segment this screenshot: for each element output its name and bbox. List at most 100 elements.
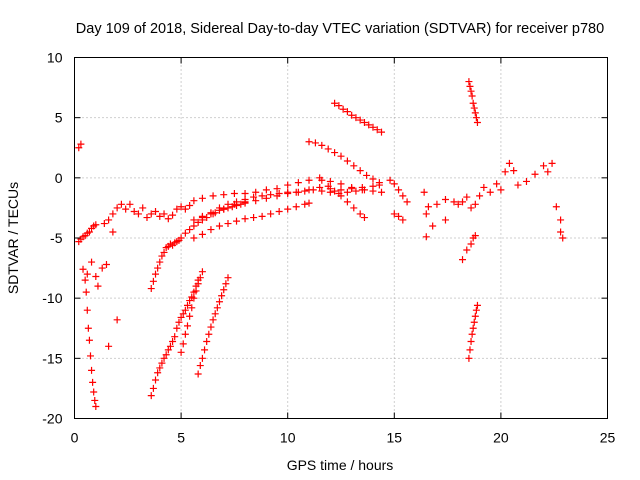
data-point — [109, 210, 117, 218]
data-point — [305, 138, 313, 146]
data-point — [194, 218, 202, 226]
data-point — [147, 392, 155, 400]
data-point — [252, 197, 260, 205]
data-point — [378, 128, 386, 136]
data-point — [497, 186, 505, 194]
data-point — [91, 396, 99, 404]
data-point — [173, 205, 181, 213]
data-point — [360, 118, 368, 126]
data-point — [190, 234, 198, 242]
data-point — [190, 216, 198, 224]
data-point — [209, 192, 217, 200]
data-point — [160, 354, 168, 362]
data-point — [463, 193, 471, 201]
data-point — [429, 222, 437, 230]
data-point — [467, 337, 475, 345]
series-14 — [318, 176, 368, 222]
data-point — [205, 330, 213, 338]
data-point — [186, 297, 194, 305]
chart-title: Day 109 of 2018, Sidereal Day-to-day VTE… — [76, 21, 604, 37]
data-point — [105, 216, 113, 224]
series-10 — [190, 174, 386, 205]
data-point — [92, 221, 100, 229]
data-point — [510, 167, 518, 175]
data-point — [237, 200, 245, 208]
data-point — [471, 232, 479, 240]
data-point — [352, 187, 360, 195]
data-point — [316, 183, 324, 191]
data-point — [250, 214, 258, 222]
data-point — [181, 205, 189, 213]
x-tick-label: 5 — [177, 430, 185, 446]
data-point — [79, 265, 87, 273]
data-point — [422, 210, 430, 218]
tick-marks — [74, 57, 608, 419]
data-point — [473, 118, 481, 126]
data-point — [454, 200, 462, 208]
data-point — [467, 87, 475, 95]
data-point — [386, 176, 394, 184]
data-point — [343, 198, 351, 206]
data-point — [198, 194, 206, 202]
data-point — [369, 175, 377, 183]
data-point — [337, 152, 345, 160]
data-point — [493, 180, 501, 188]
data-point — [275, 208, 283, 216]
y-tick-label: 10 — [47, 50, 63, 66]
data-point — [113, 204, 121, 212]
data-point — [194, 370, 202, 378]
data-point — [337, 186, 345, 194]
data-point — [152, 270, 160, 278]
series-4 — [147, 199, 249, 293]
data-point — [194, 280, 202, 288]
data-point — [198, 214, 206, 222]
data-point — [473, 301, 481, 309]
x-tick-label: 15 — [387, 430, 403, 446]
data-point — [390, 210, 398, 218]
data-point — [177, 234, 185, 242]
data-point — [369, 123, 377, 131]
data-point — [399, 192, 407, 200]
x-tick-label: 20 — [493, 430, 509, 446]
data-point — [422, 233, 430, 241]
data-point — [190, 197, 198, 205]
y-tick-label: 5 — [55, 110, 63, 126]
data-point — [215, 222, 223, 230]
data-point — [198, 230, 206, 238]
data-point — [211, 310, 219, 318]
data-point — [360, 214, 368, 222]
data-point — [152, 376, 160, 384]
data-point — [471, 109, 479, 117]
data-point — [505, 159, 513, 167]
data-point — [540, 162, 548, 170]
data-point — [373, 126, 381, 134]
series-7 — [194, 274, 232, 378]
data-point — [358, 186, 366, 194]
data-point — [335, 102, 343, 110]
data-point — [301, 200, 309, 208]
data-point — [450, 198, 458, 206]
data-point — [233, 217, 241, 225]
data-point — [198, 268, 206, 276]
data-point — [365, 121, 373, 129]
data-point — [213, 304, 221, 312]
data-point — [465, 78, 473, 86]
data-point — [117, 200, 125, 208]
data-point — [158, 252, 166, 260]
series-16 — [390, 210, 567, 264]
data-point — [126, 200, 134, 208]
data-point — [100, 220, 108, 228]
series-6 — [177, 268, 206, 356]
data-point — [169, 337, 177, 345]
data-point — [250, 193, 258, 201]
data-point — [472, 306, 480, 314]
data-point — [522, 177, 530, 185]
data-point — [183, 301, 191, 309]
data-point — [177, 313, 185, 321]
data-point — [86, 352, 94, 360]
data-point — [190, 294, 198, 302]
data-point — [466, 346, 474, 354]
data-point — [81, 276, 89, 284]
data-markers — [75, 78, 567, 410]
